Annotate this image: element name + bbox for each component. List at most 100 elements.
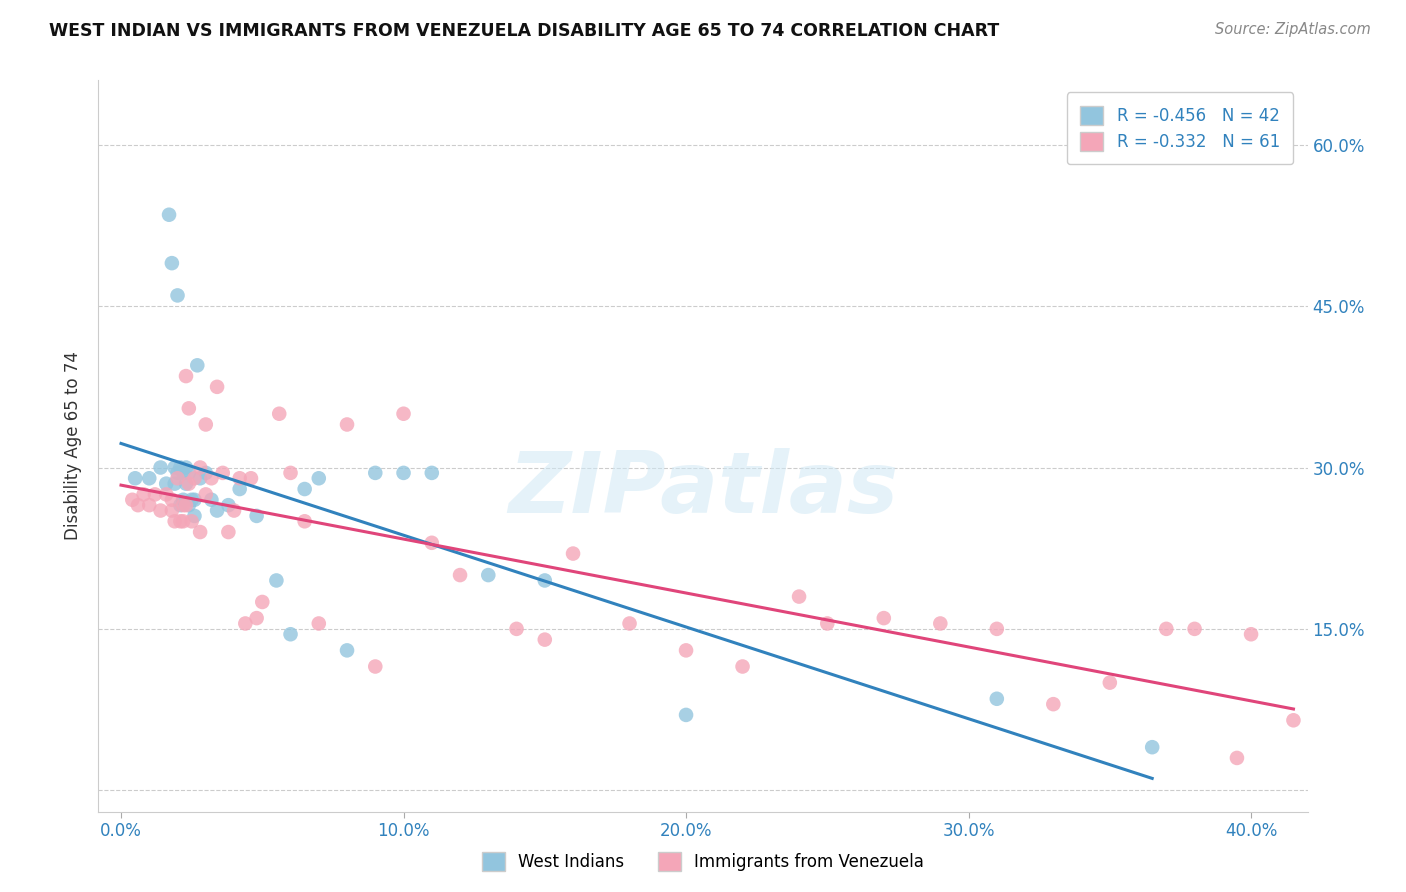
- Point: [675, 707, 697, 722]
- Point: [228, 482, 250, 496]
- Point: [1156, 622, 1178, 636]
- Point: [180, 492, 202, 507]
- Point: [172, 498, 194, 512]
- Point: [336, 417, 359, 432]
- Point: [392, 407, 415, 421]
- Point: [124, 471, 146, 485]
- Point: [183, 492, 205, 507]
- Point: [169, 498, 191, 512]
- Point: [217, 498, 239, 512]
- Point: [166, 288, 188, 302]
- Point: [533, 632, 555, 647]
- Point: [183, 471, 205, 485]
- Point: [205, 380, 228, 394]
- Point: [157, 208, 180, 222]
- Point: [266, 574, 288, 588]
- Point: [477, 568, 499, 582]
- Point: [169, 514, 191, 528]
- Point: [228, 471, 250, 485]
- Point: [986, 691, 1008, 706]
- Point: [986, 622, 1008, 636]
- Point: [1042, 697, 1064, 711]
- Point: [1282, 714, 1305, 728]
- Point: [294, 514, 316, 528]
- Point: [1140, 740, 1163, 755]
- Point: [138, 498, 160, 512]
- Point: [180, 514, 202, 528]
- Point: [336, 643, 359, 657]
- Point: [177, 401, 200, 416]
- Point: [149, 503, 172, 517]
- Point: [169, 460, 191, 475]
- Point: [505, 622, 527, 636]
- Point: [1184, 622, 1206, 636]
- Point: [177, 466, 200, 480]
- Point: [420, 536, 443, 550]
- Point: [174, 476, 197, 491]
- Legend: West Indians, Immigrants from Venezuela: West Indians, Immigrants from Venezuela: [474, 843, 932, 880]
- Point: [217, 524, 239, 539]
- Point: [166, 466, 188, 480]
- Point: [364, 659, 387, 673]
- Point: [731, 659, 754, 673]
- Point: [233, 616, 256, 631]
- Point: [222, 503, 245, 517]
- Point: [194, 417, 217, 432]
- Point: [280, 627, 302, 641]
- Point: [188, 471, 211, 485]
- Point: [177, 476, 200, 491]
- Point: [308, 471, 330, 485]
- Point: [174, 369, 197, 384]
- Point: [200, 492, 222, 507]
- Point: [1098, 675, 1121, 690]
- Point: [163, 460, 186, 475]
- Point: [155, 487, 177, 501]
- Point: [155, 476, 177, 491]
- Point: [787, 590, 810, 604]
- Point: [205, 503, 228, 517]
- Point: [160, 503, 183, 517]
- Point: [166, 471, 188, 485]
- Point: [121, 492, 143, 507]
- Text: WEST INDIAN VS IMMIGRANTS FROM VENEZUELA DISABILITY AGE 65 TO 74 CORRELATION CHA: WEST INDIAN VS IMMIGRANTS FROM VENEZUELA…: [49, 22, 1000, 40]
- Point: [127, 498, 149, 512]
- Point: [177, 498, 200, 512]
- Point: [364, 466, 387, 480]
- Point: [200, 471, 222, 485]
- Point: [188, 524, 211, 539]
- Point: [174, 498, 197, 512]
- Point: [929, 616, 952, 631]
- Point: [172, 492, 194, 507]
- Point: [420, 466, 443, 480]
- Point: [186, 359, 208, 373]
- Point: [183, 508, 205, 523]
- Y-axis label: Disability Age 65 to 74: Disability Age 65 to 74: [65, 351, 83, 541]
- Text: Source: ZipAtlas.com: Source: ZipAtlas.com: [1215, 22, 1371, 37]
- Point: [132, 487, 155, 501]
- Point: [149, 460, 172, 475]
- Point: [246, 611, 269, 625]
- Point: [1226, 751, 1249, 765]
- Point: [160, 492, 183, 507]
- Point: [280, 466, 302, 480]
- Point: [449, 568, 471, 582]
- Text: ZIPatlas: ZIPatlas: [508, 449, 898, 532]
- Point: [619, 616, 641, 631]
- Point: [172, 466, 194, 480]
- Point: [873, 611, 896, 625]
- Point: [163, 514, 186, 528]
- Point: [143, 487, 166, 501]
- Point: [163, 476, 186, 491]
- Point: [174, 460, 197, 475]
- Point: [246, 508, 269, 523]
- Point: [294, 482, 316, 496]
- Point: [308, 616, 330, 631]
- Point: [211, 466, 233, 480]
- Point: [269, 407, 291, 421]
- Point: [562, 547, 585, 561]
- Point: [138, 471, 160, 485]
- Point: [194, 466, 217, 480]
- Point: [815, 616, 838, 631]
- Point: [252, 595, 274, 609]
- Point: [533, 574, 555, 588]
